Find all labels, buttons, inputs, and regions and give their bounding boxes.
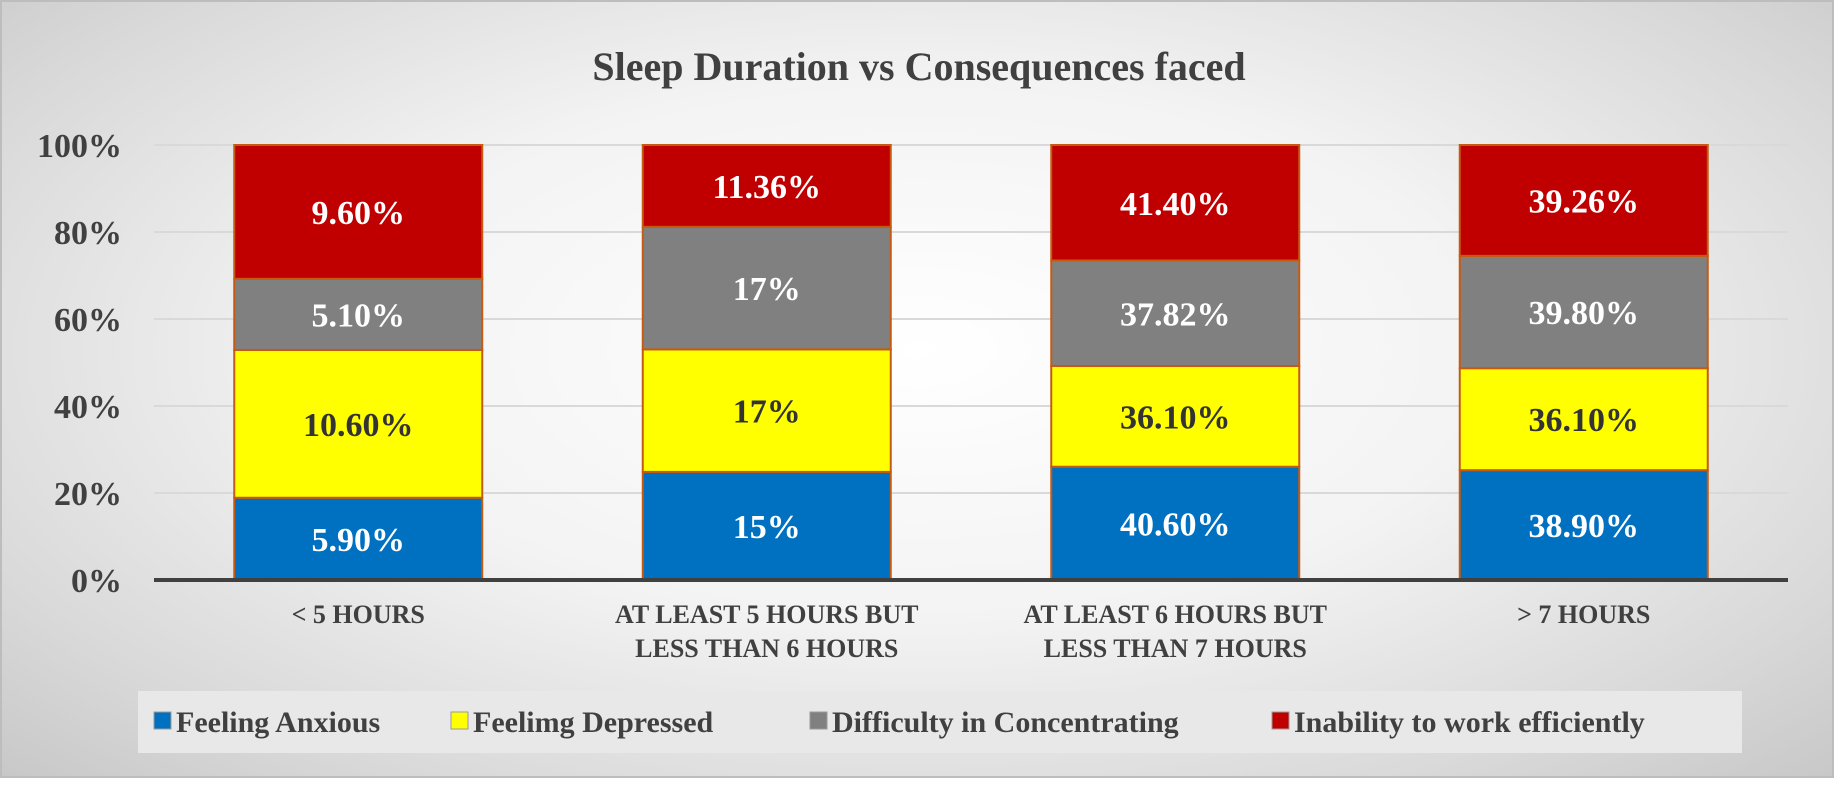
data-label: 5.10% [312,297,406,334]
bar-segment [1050,465,1301,581]
legend-background [138,691,1742,753]
y-tick-label: 80% [54,215,122,252]
bar-segment [641,225,892,351]
bar-segment [233,496,484,581]
x-tick-label: AT LEAST 5 HOURS BUT LESS THAN 6 HOURS [615,600,918,663]
bar-segment [1050,144,1301,262]
y-tick-label: 100% [37,128,122,165]
bar-segment [1458,254,1709,370]
bar-segment [641,144,892,228]
bar-segment [233,144,484,280]
legend-label: Feeling Anxious [176,706,380,739]
bar-segment [1458,469,1709,582]
bar-segment [1458,367,1709,472]
bar-segment [233,348,484,499]
data-label: 10.60% [303,407,414,444]
axis-layer: 0% 20% 40% 60% 80% 100% < 5 HOURS AT LEAST 5 HO… [37,128,1788,663]
data-label: 17% [733,271,801,308]
legend-label: Feelimg Depressed [473,706,714,739]
data-label: 17% [733,394,801,431]
legend-swatch [1271,711,1290,730]
x-tick-label: > 7 HOURS [1517,600,1650,629]
bar-segment [1050,259,1301,368]
y-tick-label: 40% [54,389,122,426]
y-tick-label: 0% [71,563,122,600]
x-tick-label: < 5 HOURS [292,600,425,629]
chart-title: Sleep Duration vs Consequences faced [592,44,1245,89]
data-label: 9.60% [312,195,406,232]
data-label: 36.10% [1529,402,1640,439]
y-tick-label: 20% [54,476,122,513]
legend-swatch [450,711,469,730]
data-label: 39.80% [1529,295,1640,332]
data-label: 37.82% [1120,296,1231,333]
data-label: 11.36% [712,169,821,206]
legend-label: Inability to work efficiently [1294,706,1645,739]
bar-segment [1458,144,1709,257]
legend-swatch [153,711,172,730]
data-label: 5.90% [312,522,406,559]
legend-swatch [809,711,828,730]
bars-layer: 5.90% 10.60% 5.10% 9.60% 15% 17% 17% 11.36% 40.6… [233,144,1709,582]
y-tick-label: 60% [54,302,122,339]
data-label: 40.60% [1120,506,1231,543]
bar-segment [1050,365,1301,468]
data-label: 41.40% [1120,186,1231,223]
data-label: 15% [733,509,801,546]
legend-label: Difficulty in Concentrating [832,706,1179,739]
x-tick-label: AT LEAST 6 HOURS BUT LESS THAN 7 HOURS [1024,600,1327,663]
data-label: 38.90% [1529,508,1640,545]
legend: Feeling Anxious Feelimg Depressed Difficul… [138,691,1742,753]
data-label: 39.26% [1529,183,1640,220]
data-label: 36.10% [1120,399,1231,436]
